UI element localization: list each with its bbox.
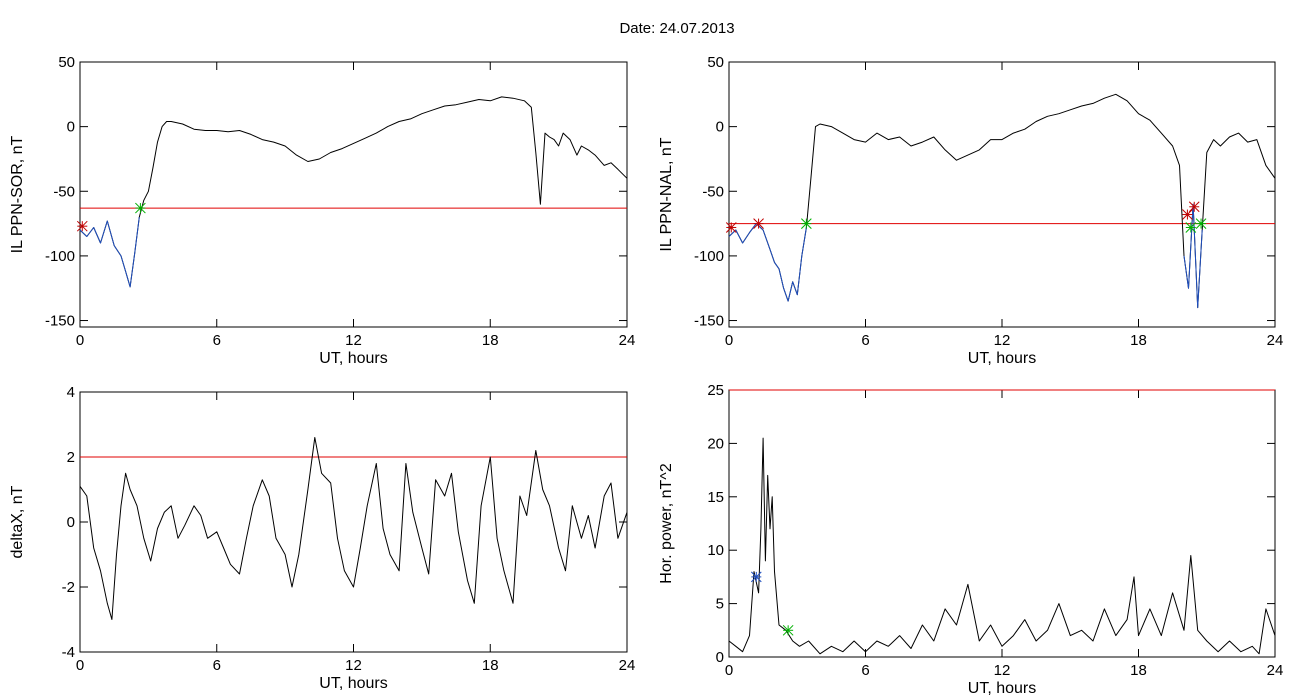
chart-panel-hor-power: 0 6 12 18 24 25 20 15 10 5 0 UT, hours Hor. power, n… <box>658 382 1283 697</box>
y-tick-label: 0 <box>67 514 75 531</box>
data-series-line <box>79 217 140 288</box>
y-tick-label: -4 <box>62 644 75 661</box>
y-tick-label: 15 <box>707 489 724 506</box>
x-axis-title: UT, hours <box>319 675 387 692</box>
y-tick-label: -150 <box>45 313 75 330</box>
y-tick-label: 20 <box>707 435 724 452</box>
plot-frame <box>79 61 628 328</box>
plot-frame <box>728 61 1276 328</box>
y-axis-title: deltaX, nT <box>9 485 26 558</box>
chart-panel-ppn-nal: 0 6 12 18 24 50 0 -50 -100 -150 UT, hours IL PPN-NA… <box>658 54 1283 367</box>
x-tick-label: 18 <box>1130 332 1147 349</box>
event-marker <box>135 202 146 214</box>
y-tick-label: 10 <box>707 542 724 559</box>
y-tick-label: 50 <box>58 54 75 71</box>
x-tick-label: 12 <box>345 332 362 349</box>
y-tick-label: -100 <box>45 248 75 265</box>
data-series-line <box>79 96 628 288</box>
x-tick-label: 6 <box>861 332 869 349</box>
y-tick-label: 0 <box>716 119 724 136</box>
event-marker <box>1188 201 1200 213</box>
x-tick-label: 24 <box>619 332 636 349</box>
x-tick-label: 12 <box>994 332 1011 349</box>
y-tick-label: 2 <box>67 449 75 466</box>
chart-panel-deltax: 0 6 12 18 24 4 2 0 -2 -4 UT, hours deltaX, nT <box>9 384 635 692</box>
figure-title: Date: 24.07.2013 <box>619 20 734 37</box>
x-tick-label: 6 <box>861 662 869 679</box>
x-tick-label: 0 <box>725 332 733 349</box>
event-marker <box>750 571 762 583</box>
y-tick-label: 5 <box>716 596 724 613</box>
x-tick-label: 0 <box>76 657 84 674</box>
y-tick-label: -100 <box>694 248 724 265</box>
x-axis-title: UT, hours <box>319 350 387 367</box>
x-tick-label: 24 <box>1267 332 1284 349</box>
y-tick-label: -50 <box>702 183 724 200</box>
data-series-line <box>728 223 807 302</box>
event-marker <box>782 624 794 636</box>
event-marker <box>725 222 737 233</box>
data-series-line <box>728 93 1276 309</box>
y-tick-label: 0 <box>67 119 75 136</box>
x-tick-label: 12 <box>345 657 362 674</box>
x-tick-label: 12 <box>994 662 1011 679</box>
x-tick-label: 6 <box>213 332 221 349</box>
x-tick-label: 24 <box>619 657 636 674</box>
x-tick-label: 18 <box>482 332 499 349</box>
y-tick-label: 4 <box>67 384 75 401</box>
y-tick-label: 25 <box>707 382 724 399</box>
data-series-line <box>79 437 628 620</box>
plot-frame <box>79 391 628 653</box>
x-tick-label: 0 <box>725 662 733 679</box>
data-series-line <box>1183 203 1203 309</box>
y-tick-label: -150 <box>694 313 724 330</box>
event-marker <box>1195 218 1207 229</box>
y-tick-label: -50 <box>53 183 75 200</box>
x-tick-label: 18 <box>482 657 499 674</box>
x-tick-label: 6 <box>213 657 221 674</box>
data-series-line <box>728 437 1276 655</box>
plot-frame <box>728 389 1276 658</box>
y-axis-title: IL PPN-SOR, nT <box>9 135 26 253</box>
x-tick-label: 18 <box>1130 662 1147 679</box>
y-tick-label: -2 <box>62 579 75 596</box>
x-tick-label: 0 <box>76 332 84 349</box>
event-marker <box>800 218 812 229</box>
event-marker <box>76 220 88 232</box>
event-marker <box>753 218 764 229</box>
event-marker <box>1182 209 1193 220</box>
event-marker <box>1185 222 1197 233</box>
chart-panel-ppn-sor: 0 6 12 18 24 50 0 -50 -100 -150 UT, hours IL PPN-SO… <box>9 54 635 367</box>
y-axis-title: IL PPN-NAL, nT <box>658 137 675 251</box>
x-axis-title: UT, hours <box>968 680 1036 697</box>
y-tick-label: 0 <box>716 649 724 666</box>
x-tick-label: 24 <box>1267 662 1284 679</box>
y-axis-title: Hor. power, nT^2 <box>658 463 675 584</box>
y-tick-label: 50 <box>707 54 724 71</box>
x-axis-title: UT, hours <box>968 350 1036 367</box>
